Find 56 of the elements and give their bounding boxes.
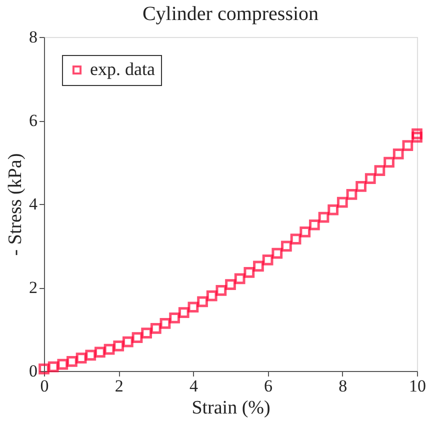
point (178, 307, 190, 318)
point (206, 290, 218, 302)
point (318, 212, 330, 223)
point (160, 318, 171, 329)
point (66, 356, 78, 367)
y-tick-label: 0 (29, 362, 38, 380)
point (197, 296, 208, 308)
point (85, 350, 96, 361)
point (300, 226, 311, 238)
point (290, 234, 302, 245)
point (364, 173, 376, 184)
y-tick-label: 8 (29, 28, 38, 46)
x-tick-label: 8 (338, 376, 348, 396)
y-tick-label: 6 (29, 111, 38, 130)
point (412, 128, 422, 140)
point (169, 312, 180, 324)
point (244, 267, 255, 278)
point (253, 260, 264, 272)
point (104, 344, 115, 355)
point (76, 352, 87, 364)
point (113, 340, 124, 352)
chart-title: Cylinder compression (142, 3, 319, 25)
point (141, 328, 152, 338)
point (402, 140, 414, 151)
point (234, 273, 246, 284)
y-tick-label: 2 (29, 278, 38, 297)
point (392, 148, 404, 160)
y-axis-title: - Stress (kPa) (5, 153, 26, 256)
point (374, 165, 386, 176)
x-tick-label: 4 (189, 376, 198, 396)
x-axis-title: Strain (%) (192, 398, 270, 418)
legend-label: exp. data (90, 59, 155, 79)
x-tick-label: 6 (264, 376, 273, 396)
point (412, 132, 422, 143)
point (38, 363, 50, 374)
point (57, 358, 68, 370)
point (272, 248, 283, 259)
y-tick-label: 4 (29, 194, 38, 214)
point (356, 181, 366, 192)
point (281, 240, 292, 252)
x-tick-label: 2 (114, 376, 124, 396)
point (308, 219, 320, 230)
point (262, 254, 274, 266)
point (346, 188, 358, 200)
point (225, 279, 236, 290)
point (336, 196, 348, 208)
point (188, 302, 199, 313)
point (122, 336, 134, 348)
point (94, 346, 106, 358)
point (384, 156, 394, 168)
x-tick-label: 10 (409, 376, 426, 396)
point (132, 332, 143, 344)
point (48, 361, 59, 372)
point (150, 322, 162, 334)
point (328, 204, 339, 216)
point (216, 284, 227, 296)
